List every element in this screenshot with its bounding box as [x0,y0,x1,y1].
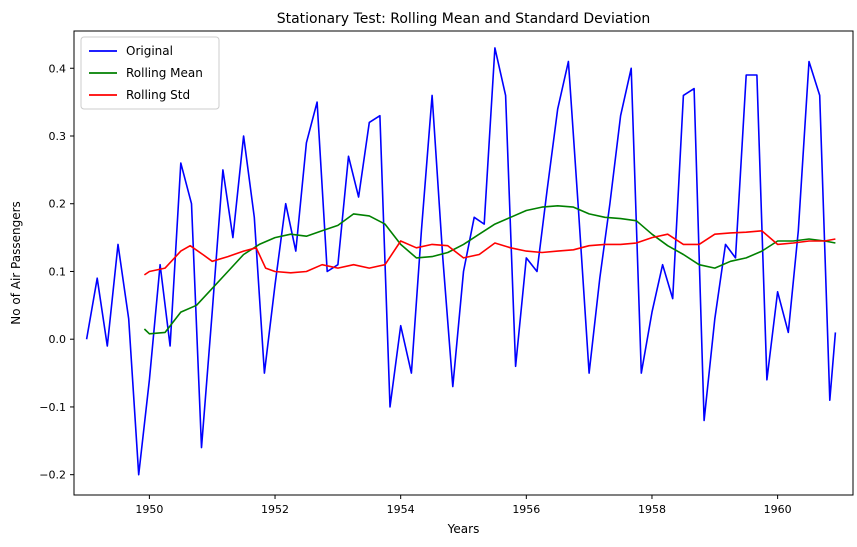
legend-box [80,36,220,110]
series-line-rolling-mean [143,205,836,335]
y-tick-label: 0.4 [49,62,67,75]
legend-label: Rolling Mean [126,66,203,80]
y-tick-label: 0.1 [49,265,67,278]
y-tick-label: −0.2 [39,469,66,482]
plot-frame [73,30,854,496]
legend-label: Original [126,44,173,58]
y-tick-label: 0.2 [49,198,67,211]
legend: Original Rolling Mean Rolling Std [80,36,220,110]
series-layer [85,47,837,476]
legend-label: Rolling Std [126,88,190,102]
series-line-rolling-std [143,230,836,276]
y-tick-label: 0.3 [49,130,67,143]
series-line-original [85,47,837,476]
x-tick-label: 1958 [638,503,666,516]
y-axis-label: No of Air Passengers [9,201,23,325]
x-axis-label: Years [447,522,480,536]
x-axis: 1950 1952 1954 1956 1958 1960 [135,495,792,516]
x-tick-label: 1954 [387,503,415,516]
y-axis: −0.2 −0.1 0.0 0.1 0.2 0.3 0.4 [39,62,74,482]
x-tick-label: 1960 [764,503,792,516]
y-tick-label: 0.0 [49,333,67,346]
y-tick-label: −0.1 [39,401,66,414]
chart-title: Stationary Test: Rolling Mean and Standa… [277,11,651,27]
x-tick-label: 1950 [135,503,163,516]
x-tick-label: 1952 [261,503,289,516]
x-tick-label: 1956 [512,503,540,516]
